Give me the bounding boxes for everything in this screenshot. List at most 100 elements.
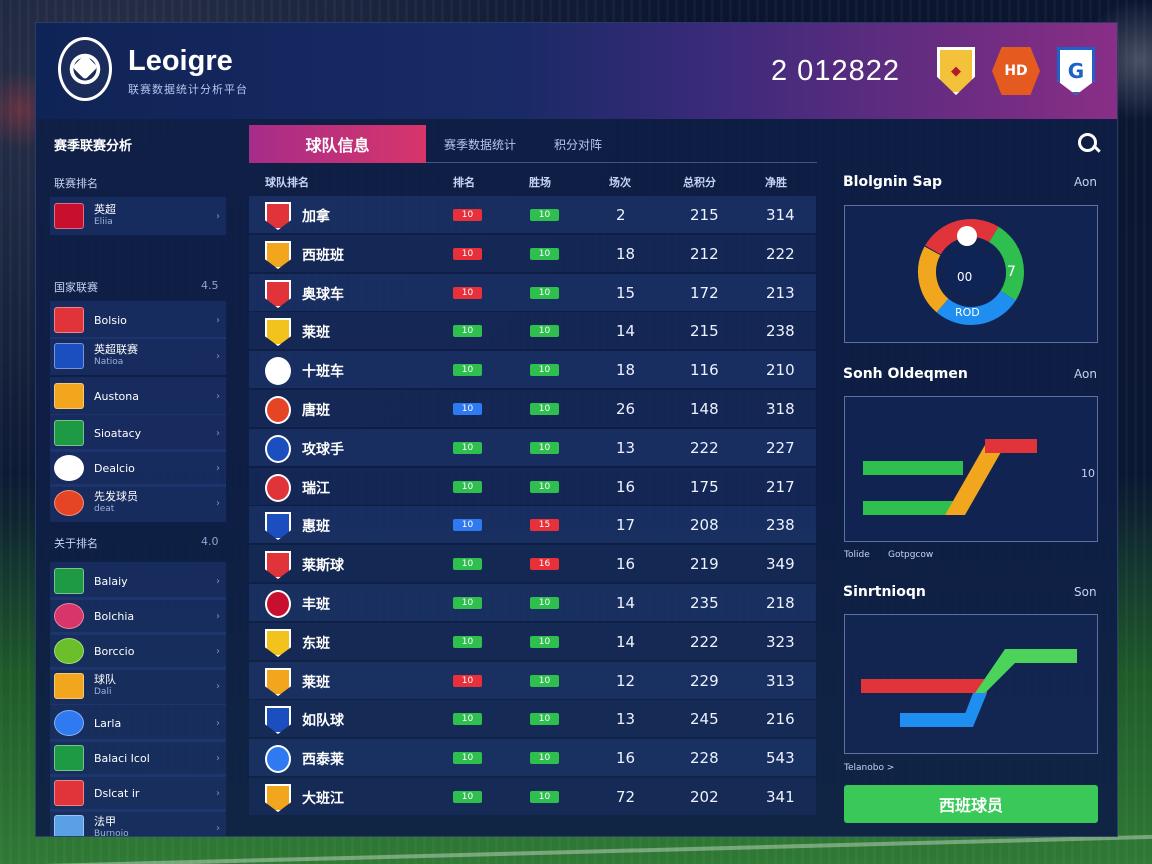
win-pill: 10: [453, 403, 482, 415]
sidebar-item-name: Sioatacy: [94, 426, 142, 440]
soccer-ball-icon[interactable]: [58, 37, 112, 101]
sidebar-item-label: Bolsio: [94, 314, 127, 327]
table-row[interactable]: 攻球手 10 10 13 222 227: [249, 429, 816, 466]
matches-value: 14: [616, 594, 636, 612]
sidebar-item[interactable]: 球队 Dali ›: [50, 667, 226, 705]
players-button[interactable]: 西班球员: [844, 785, 1098, 823]
team-crest-icon: [265, 318, 291, 346]
chevron-right-icon: ›: [216, 752, 220, 764]
sidebar-section-count: 4.5: [201, 279, 219, 292]
chart2-meta[interactable]: Aon: [1074, 367, 1097, 381]
trend-legend[interactable]: Telanobo >: [844, 763, 895, 773]
header-bar: Leoigre 联赛数据统计分析平台 2 012822 ◆ HD G: [36, 23, 1117, 119]
draw-pill: 10: [530, 752, 559, 764]
table-row[interactable]: 莱班 10 10 14 215 238: [249, 312, 816, 349]
col-wins[interactable]: 胜场: [529, 176, 551, 189]
chart3-meta[interactable]: Son: [1074, 585, 1097, 599]
col-points[interactable]: 总积分: [683, 176, 716, 189]
sidebar-item-label: Dealcio: [94, 462, 135, 475]
team-name: 奥球车: [302, 287, 344, 303]
chevron-right-icon: ›: [216, 427, 220, 439]
shield-badge-icon[interactable]: ◆: [937, 47, 975, 95]
sidebar-item-label: Balaiy: [94, 575, 128, 588]
sidebar-item[interactable]: Austona ›: [50, 377, 226, 415]
sidebar-item[interactable]: 法甲 Burnoio ›: [50, 809, 226, 836]
table-row[interactable]: 大班江 10 10 72 202 341: [249, 778, 816, 815]
orange-club-badge-icon[interactable]: HD: [992, 47, 1040, 95]
table-row[interactable]: 十班车 10 10 18 116 210: [249, 351, 816, 388]
donut-slice-blue: [918, 219, 1025, 325]
team-crest-icon: [265, 202, 291, 230]
table-row[interactable]: 惠班 10 15 17 208 238: [249, 506, 816, 543]
flag-icon: [54, 203, 84, 229]
table-row[interactable]: 瑞江 10 10 16 175 217: [249, 468, 816, 505]
sidebar-item[interactable]: Borccio ›: [50, 632, 226, 670]
col-matches[interactable]: 场次: [609, 176, 631, 189]
sidebar-item[interactable]: 英超联赛 Natioa ›: [50, 337, 226, 375]
blue-club-badge-icon[interactable]: G: [1057, 47, 1095, 95]
sidebar-item[interactable]: 英超 Eliia ›: [50, 197, 226, 235]
sidebar-item[interactable]: Bolsio ›: [50, 301, 226, 339]
points-value: 229: [690, 672, 719, 690]
flag-icon: [54, 307, 84, 333]
matches-value: 26: [616, 400, 636, 418]
sidebar-item[interactable]: Sioatacy ›: [50, 414, 226, 452]
table-row[interactable]: 莱斯球 10 16 16 219 349: [249, 545, 816, 582]
matches-value: 12: [616, 672, 636, 690]
tab-season-stats[interactable]: 赛季数据统计: [444, 138, 517, 152]
tab-team-info[interactable]: 球队信息: [249, 125, 426, 163]
trend-line-green: [975, 649, 1077, 693]
table-row[interactable]: 如队球 10 10 13 245 216: [249, 700, 816, 737]
draw-pill: 10: [530, 287, 559, 299]
draw-pill: 15: [530, 519, 559, 531]
team-name: 加拿: [302, 209, 330, 225]
draw-pill: 10: [530, 248, 559, 260]
gd-value: 323: [766, 633, 795, 651]
win-pill: 10: [453, 558, 482, 570]
table-row[interactable]: 奥球车 10 10 15 172 213: [249, 274, 816, 311]
flag-icon: [54, 490, 84, 516]
table-row[interactable]: 莱班 10 10 12 229 313: [249, 662, 816, 699]
team-name: 如队球: [302, 713, 344, 729]
win-pill: 10: [453, 209, 482, 221]
gd-value: 227: [766, 439, 795, 457]
team-crest-icon: [265, 280, 291, 308]
sidebar-item[interactable]: Dslcat ir ›: [50, 774, 226, 812]
flow-bar-green-top: [863, 461, 963, 475]
team-name: 唐班: [302, 403, 330, 419]
sidebar-item[interactable]: Dealcio ›: [50, 449, 226, 487]
trend-link-blue: [960, 693, 987, 727]
col-rank[interactable]: 排名: [453, 176, 475, 189]
sidebar-item[interactable]: Bolchia ›: [50, 597, 226, 635]
sidebar-item[interactable]: 先发球员 deat ›: [50, 484, 226, 522]
search-icon[interactable]: [1076, 131, 1102, 157]
sidebar-item-sub: Natioa: [94, 357, 124, 367]
win-pill: 10: [453, 675, 482, 687]
col-team[interactable]: 球队排名: [265, 176, 309, 189]
matches-value: 14: [616, 633, 636, 651]
donut-ball-marker: [957, 226, 977, 246]
draw-pill: 10: [530, 364, 559, 376]
flow-legend-2: Gotpgcow: [888, 550, 934, 560]
table-row[interactable]: 西班班 10 10 18 212 222: [249, 235, 816, 272]
sidebar-item[interactable]: Larla ›: [50, 704, 226, 742]
chart1-meta[interactable]: Aon: [1074, 175, 1097, 189]
team-name: 瑞江: [302, 481, 330, 497]
donut-slice-red: [918, 219, 1025, 325]
sidebar-item-label: Borccio: [94, 645, 134, 658]
sidebar-item[interactable]: Balaiy ›: [50, 562, 226, 600]
table-row[interactable]: 丰班 10 10 14 235 218: [249, 584, 816, 621]
chevron-right-icon: ›: [216, 462, 220, 474]
table-row[interactable]: 加拿 10 10 2 215 314: [249, 196, 816, 233]
table-row[interactable]: 西泰莱 10 10 16 228 543: [249, 739, 816, 776]
sidebar-item-name: Dslcat ir: [94, 786, 140, 800]
col-gd[interactable]: 净胜: [765, 176, 787, 189]
flag-icon: [54, 568, 84, 594]
points-value: 172: [690, 284, 719, 302]
tab-points[interactable]: 积分对阵: [554, 138, 603, 152]
sidebar-item[interactable]: Balaci Icol ›: [50, 739, 226, 777]
points-value: 228: [690, 749, 719, 767]
table-row[interactable]: 唐班 10 10 26 148 318: [249, 390, 816, 427]
table-row[interactable]: 东班 10 10 14 222 323: [249, 623, 816, 660]
table-header: 球队排名 排名 胜场 场次 总积分 净胜: [249, 171, 817, 191]
